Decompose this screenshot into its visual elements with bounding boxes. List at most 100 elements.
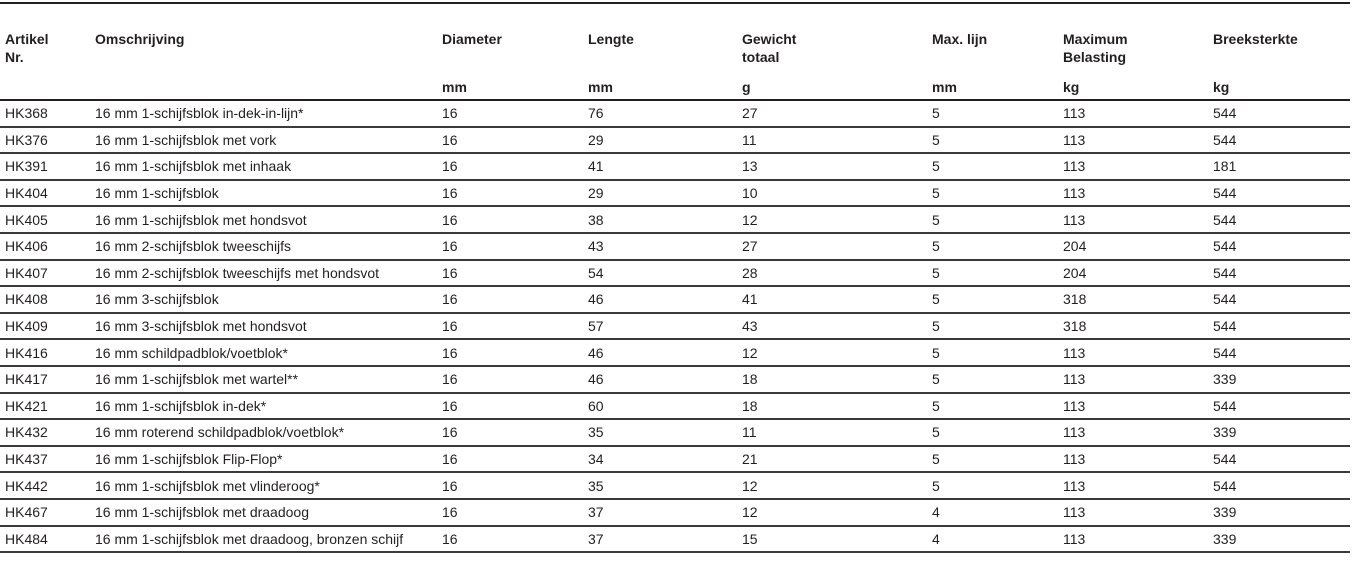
unit-max-load: kg [1058,76,1208,101]
cell-weight: 21 [737,445,927,474]
cell-breaking-strength: 544 [1208,259,1350,288]
cell-max-line: 5 [927,472,1058,500]
cell-max-load: 113 [1058,472,1208,500]
cell-max-line: 5 [927,419,1058,447]
table-row: HK467 16 mm 1-schijfsblok met draadoog 16 3… [0,498,1350,527]
cell-length: 29 [583,179,737,208]
cell-diameter: 16 [437,472,583,500]
cell-diameter: 16 [437,365,583,394]
cell-description: 16 mm 1-schijfsblok met vlinderoog* [90,472,437,500]
cell-description: 16 mm 1-schijfsblok met inhaak [90,153,437,181]
cell-max-load: 204 [1058,259,1208,288]
cell-length: 35 [583,419,737,447]
units-row: mm mm g mm kg kg [0,76,1350,101]
cell-max-load: 113 [1058,392,1208,421]
cell-weight: 10 [737,179,927,208]
cell-weight: 12 [737,206,927,234]
cell-description: 16 mm 1-schijfsblok met wartel** [90,365,437,394]
cell-article-number: HK409 [0,312,90,341]
cell-article-number: HK437 [0,445,90,474]
cell-diameter: 16 [437,312,583,341]
table-row: HK408 16 mm 3-schijfsblok 16 46 41 5 318 544 [0,286,1350,314]
cell-diameter: 16 [437,286,583,314]
cell-breaking-strength: 544 [1208,126,1350,155]
table-row: HK406 16 mm 2-schijfsblok tweeschijfs 16 43… [0,232,1350,261]
cell-weight: 12 [737,472,927,500]
cell-length: 60 [583,392,737,421]
cell-article-number: HK391 [0,153,90,181]
cell-weight: 18 [737,392,927,421]
table-row: HK407 16 mm 2-schijfsblok tweeschijfs met… [0,259,1350,288]
cell-diameter: 16 [437,525,583,554]
cell-description: 16 mm 3-schijfsblok met hondsvot [90,312,437,341]
unit-diameter: mm [437,76,583,101]
cell-description: 16 mm 1-schijfsblok met vork [90,126,437,155]
cell-max-load: 113 [1058,525,1208,554]
cell-max-load: 113 [1058,365,1208,394]
cell-description: 16 mm 3-schijfsblok [90,286,437,314]
cell-max-line: 5 [927,100,1058,128]
table-row: HK417 16 mm 1-schijfsblok met wartel** 16 4… [0,365,1350,394]
cell-article-number: HK404 [0,179,90,208]
table-row: HK442 16 mm 1-schijfsblok met vlinderoog*… [0,472,1350,500]
cell-length: 34 [583,445,737,474]
cell-breaking-strength: 544 [1208,206,1350,234]
cell-article-number: HK376 [0,126,90,155]
cell-weight: 28 [737,259,927,288]
cell-description: 16 mm 1-schijfsblok in-dek-in-lijn* [90,100,437,128]
unit-breaking-strength: kg [1208,76,1350,101]
cell-article-number: HK417 [0,365,90,394]
cell-length: 46 [583,339,737,367]
cell-diameter: 16 [437,339,583,367]
cell-breaking-strength: 544 [1208,445,1350,474]
cell-article-number: HK368 [0,100,90,128]
cell-max-load: 113 [1058,179,1208,208]
product-spec-table: Artikel Nr. Omschrijving Diameter Lengte Gewi… [0,30,1350,554]
cell-article-number: HK442 [0,472,90,500]
cell-max-load: 113 [1058,498,1208,527]
header-max-line: Max. lijn [932,31,988,47]
cell-article-number: HK406 [0,232,90,261]
cell-diameter: 16 [437,179,583,208]
header-diameter: Diameter [442,31,502,47]
cell-max-load: 113 [1058,153,1208,181]
table-row: HK368 16 mm 1-schijfsblok in-dek-in-lijn*… [0,100,1350,128]
cell-description: 16 mm schildpadblok/voetblok* [90,339,437,367]
cell-breaking-strength: 181 [1208,153,1350,181]
cell-length: 35 [583,472,737,500]
cell-max-load: 113 [1058,445,1208,474]
cell-max-load: 318 [1058,312,1208,341]
header-weight: Gewicht totaal [742,31,797,65]
cell-diameter: 16 [437,126,583,155]
cell-breaking-strength: 339 [1208,365,1350,394]
cell-article-number: HK405 [0,206,90,234]
cell-weight: 41 [737,286,927,314]
cell-description: 16 mm 1-schijfsblok met draadoog, bronze… [90,525,437,554]
cell-length: 37 [583,498,737,527]
cell-length: 41 [583,153,737,181]
cell-max-line: 5 [927,365,1058,394]
cell-length: 57 [583,312,737,341]
cell-weight: 18 [737,365,927,394]
header-description: Omschrijving [95,31,185,47]
cell-max-load: 318 [1058,286,1208,314]
cell-breaking-strength: 339 [1208,419,1350,447]
cell-breaking-strength: 544 [1208,179,1350,208]
cell-diameter: 16 [437,445,583,474]
cell-max-line: 5 [927,179,1058,208]
table-row: HK416 16 mm schildpadblok/voetblok* 16 46 12… [0,339,1350,367]
cell-description: 16 mm roterend schildpadblok/voetblok* [90,419,437,447]
cell-diameter: 16 [437,259,583,288]
cell-weight: 27 [737,232,927,261]
cell-max-line: 4 [927,525,1058,554]
cell-length: 38 [583,206,737,234]
cell-breaking-strength: 544 [1208,339,1350,367]
cell-max-line: 5 [927,206,1058,234]
cell-max-line: 4 [927,498,1058,527]
cell-length: 29 [583,126,737,155]
cell-max-line: 5 [927,445,1058,474]
cell-weight: 15 [737,525,927,554]
cell-description: 16 mm 2-schijfsblok tweeschijfs [90,232,437,261]
cell-max-line: 5 [927,232,1058,261]
cell-max-load: 204 [1058,232,1208,261]
